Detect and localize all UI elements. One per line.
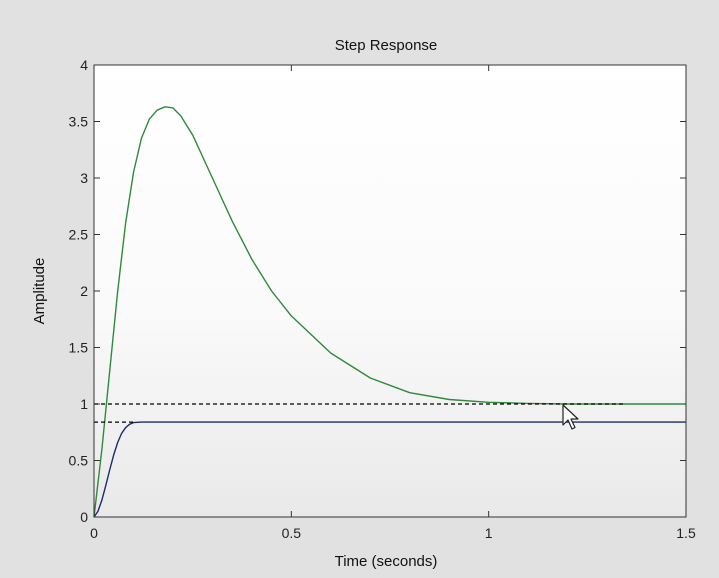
x-tick-label: 0 — [90, 525, 98, 541]
y-tick-label: 2.5 — [69, 227, 89, 243]
plot-border — [93, 64, 687, 518]
x-tick-label: 0.5 — [282, 525, 302, 541]
y-tick-label: 2 — [80, 283, 88, 299]
y-tick-label: 3 — [80, 170, 88, 186]
x-axis-label: Time (seconds) — [335, 553, 438, 570]
ticks-layer: 0 0.5 1 1.5 0 0.5 1 1.5 2 2.5 3 3.5 4 — [69, 57, 696, 541]
y-tick-label: 1 — [80, 396, 88, 412]
y-tick-label: 1.5 — [69, 340, 89, 356]
y-tick-label: 3.5 — [69, 114, 89, 130]
x-tick-label: 1 — [485, 525, 493, 541]
series-line-2 — [93, 421, 686, 518]
series-line-1 — [93, 106, 686, 518]
plot-area — [94, 65, 686, 517]
x-tick-label: 1.5 — [676, 525, 696, 541]
chart-title: Step Response — [335, 37, 438, 54]
series-layer — [93, 106, 686, 518]
y-tick-label: 0.5 — [69, 453, 89, 469]
y-axis-label: Amplitude — [31, 258, 48, 325]
mouse-pointer-icon — [562, 404, 579, 430]
y-tick-label: 0 — [80, 509, 88, 525]
y-tick-label: 4 — [80, 57, 88, 73]
